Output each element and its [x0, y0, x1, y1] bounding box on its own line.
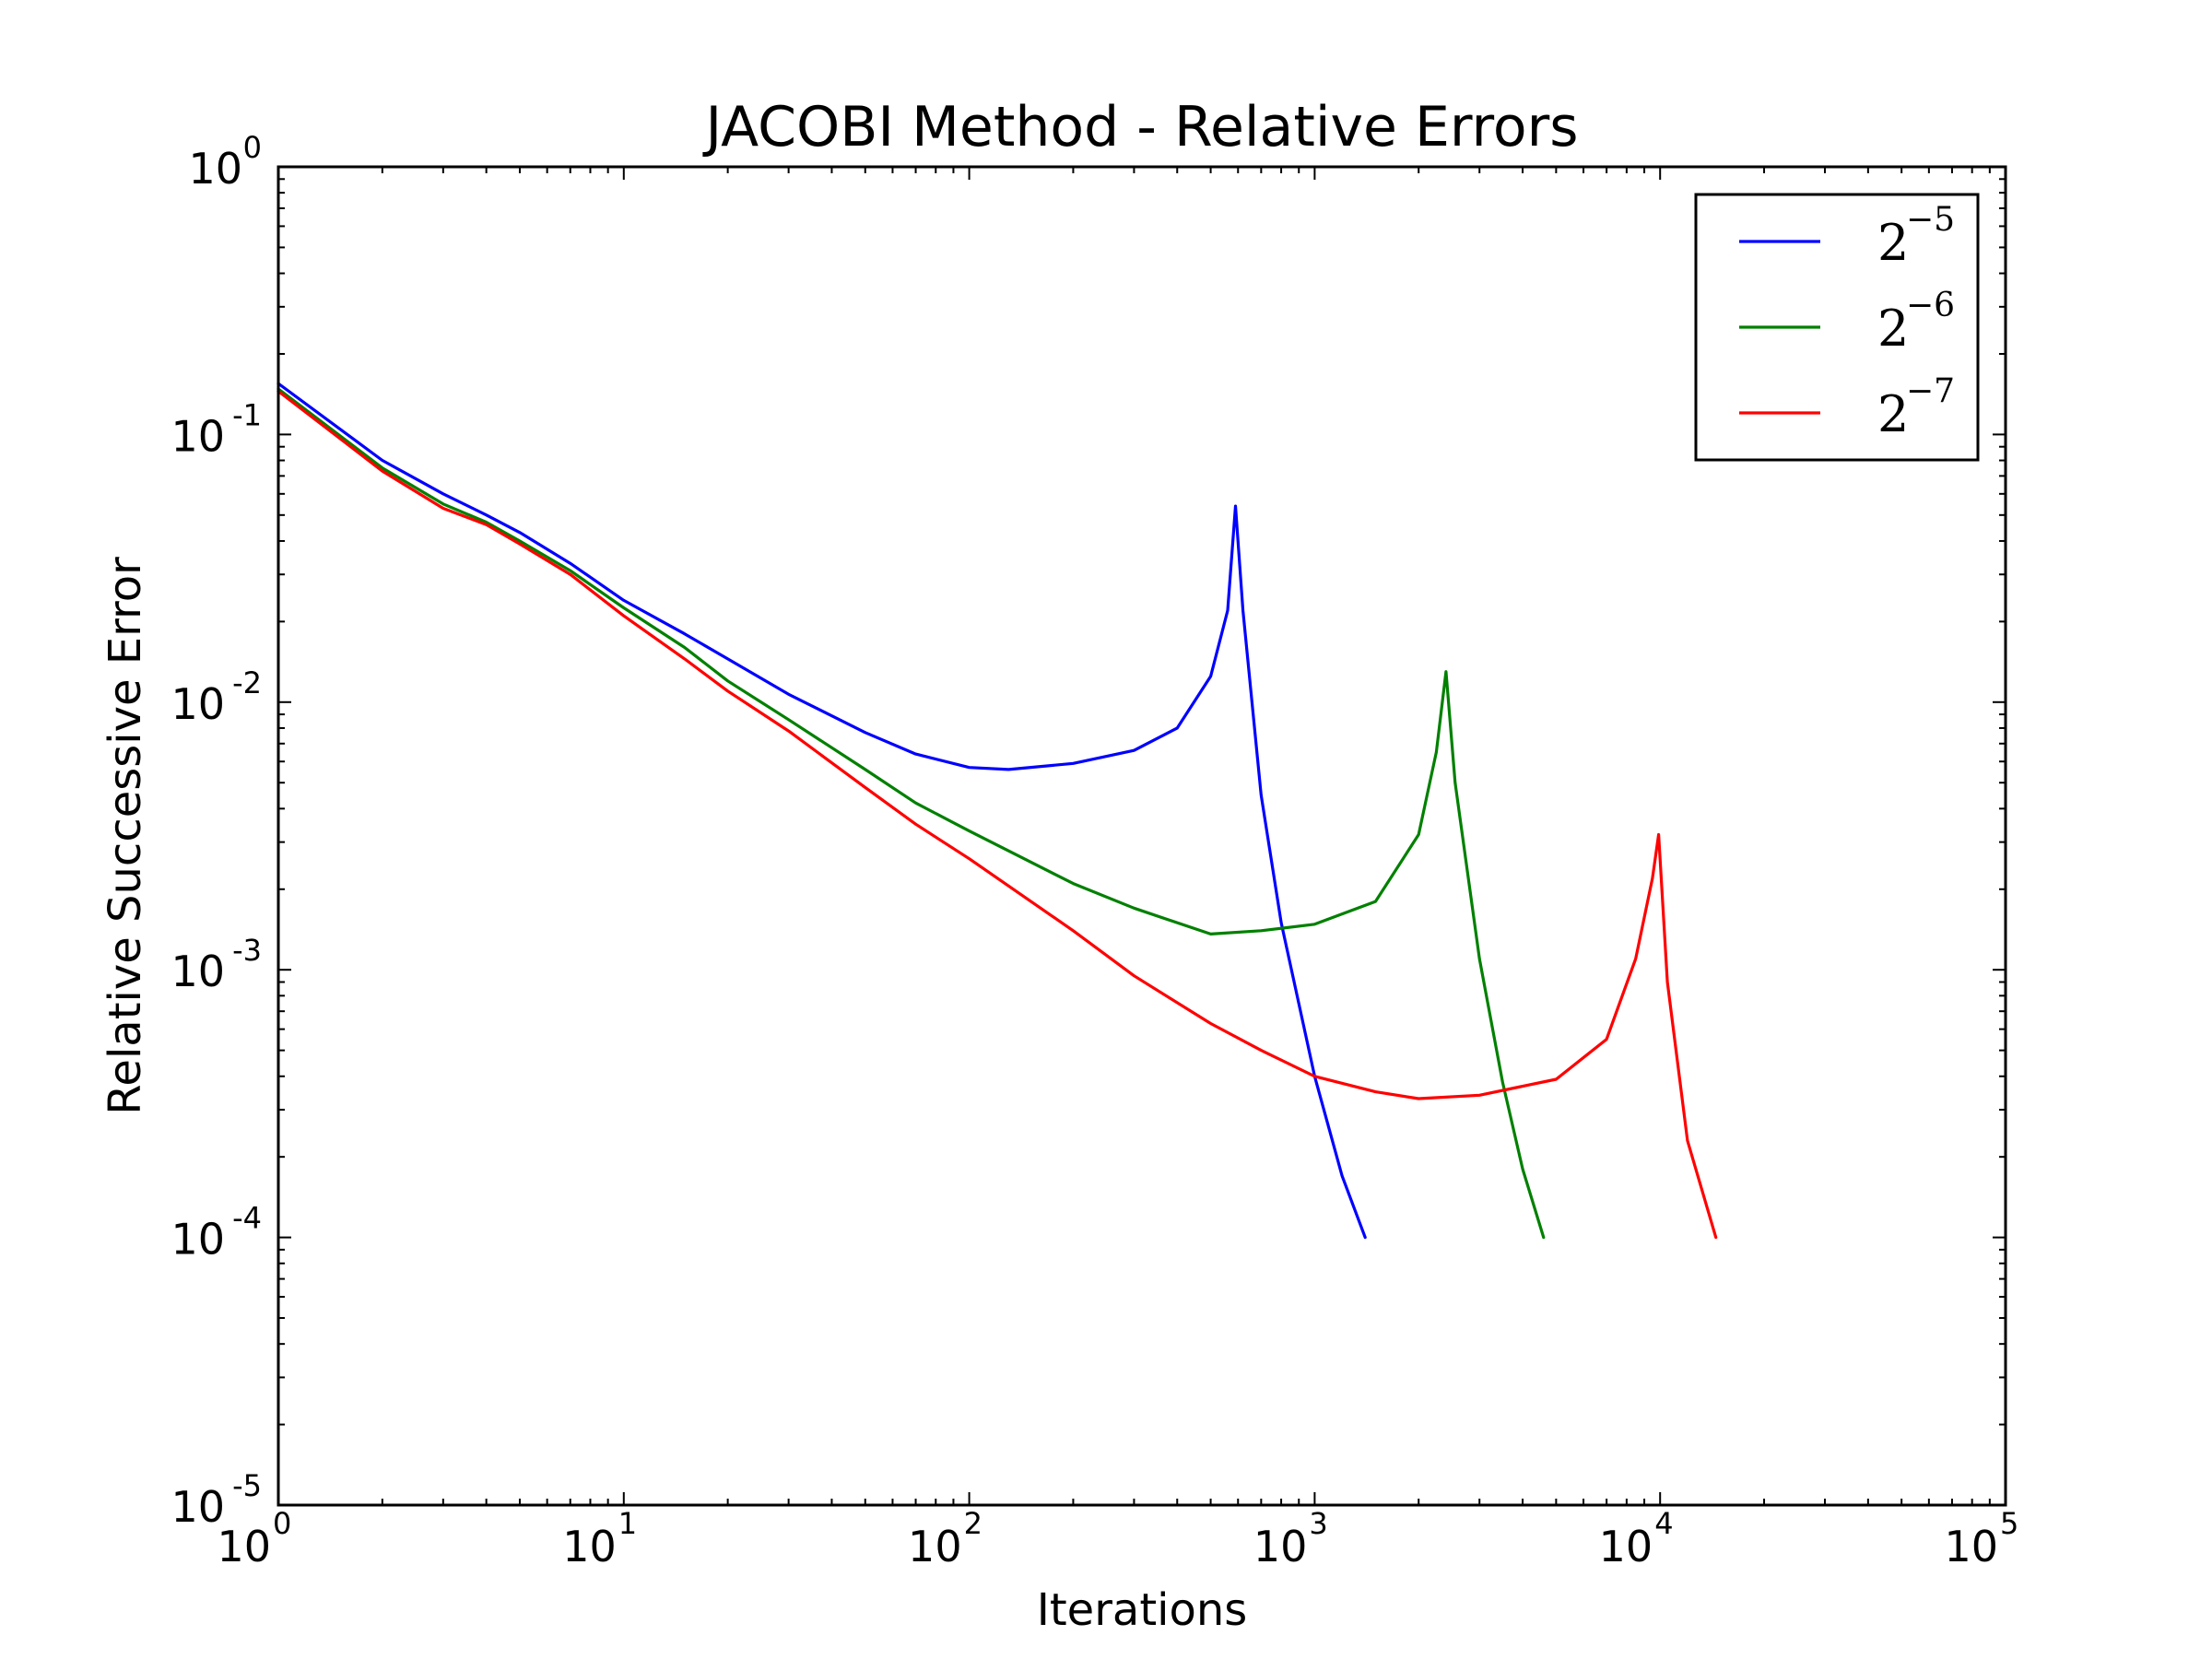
svg-text:-3: -3 — [232, 933, 262, 968]
x-tick-label: 10 5 — [1944, 1506, 2018, 1571]
x-tick-label: 10 0 — [217, 1506, 291, 1571]
svg-text:-2: -2 — [232, 665, 262, 700]
y-tick-label: -110 — [171, 397, 262, 461]
legend-item: 2−7 — [1739, 372, 1955, 443]
legend-label-exponent: −7 — [1906, 372, 1955, 410]
y-tick-label: -210 — [171, 665, 262, 729]
x-axis-label: Iterations — [1037, 1584, 1248, 1636]
svg-text:0: 0 — [273, 1506, 291, 1541]
svg-text:10: 10 — [562, 1522, 617, 1571]
svg-text:-1: -1 — [232, 397, 262, 432]
x-tick-labels: 10 0 10 1 10 2 10 3 10 4 10 5 — [217, 1506, 2018, 1571]
x-tick-label: 10 1 — [562, 1506, 637, 1571]
series-line — [276, 382, 1367, 1240]
svg-text:4: 4 — [1654, 1506, 1673, 1541]
svg-text:0: 0 — [243, 130, 262, 165]
plot-frame — [276, 165, 2007, 1507]
y-tick-labels: 010-110-210-310-410-510 — [171, 130, 262, 1532]
legend-label: 2 — [1877, 385, 1909, 443]
svg-text:10: 10 — [171, 1215, 225, 1265]
svg-text:-5: -5 — [232, 1468, 262, 1503]
y-tick-label: -310 — [171, 933, 262, 996]
svg-text:-4: -4 — [232, 1201, 262, 1236]
svg-text:1: 1 — [618, 1506, 637, 1541]
legend-label: 2 — [1877, 214, 1909, 272]
svg-text:2: 2 — [964, 1506, 982, 1541]
svg-text:10: 10 — [908, 1522, 962, 1571]
series-line — [276, 389, 1718, 1240]
series-line — [276, 387, 1546, 1240]
chart-title: JACOBI Method - Relative Errors — [701, 95, 1578, 159]
svg-text:10: 10 — [217, 1522, 271, 1571]
legend: 2−52−62−7 — [1694, 193, 1980, 462]
svg-text:10: 10 — [171, 1482, 225, 1532]
legend-item: 2−6 — [1739, 287, 1955, 358]
legend-label-exponent: −6 — [1906, 287, 1955, 324]
legend-item: 2−5 — [1739, 201, 1955, 272]
svg-text:10: 10 — [171, 411, 225, 461]
y-axis-label: Relative Successive Error — [100, 557, 151, 1115]
y-tick-label: 010 — [188, 130, 262, 194]
svg-text:3: 3 — [1309, 1506, 1327, 1541]
svg-text:10: 10 — [1253, 1522, 1308, 1571]
x-tick-label: 10 4 — [1599, 1506, 1674, 1571]
svg-text:10: 10 — [1599, 1522, 1653, 1571]
svg-text:10: 10 — [171, 947, 225, 996]
legend-box — [1694, 193, 1980, 462]
svg-text:10: 10 — [1944, 1522, 1998, 1571]
svg-text:10: 10 — [171, 679, 225, 729]
svg-text:10: 10 — [188, 144, 242, 194]
legend-label-exponent: −5 — [1906, 201, 1955, 239]
svg-text:5: 5 — [2000, 1506, 2018, 1541]
y-tick-label: -410 — [171, 1201, 262, 1265]
x-tick-label: 10 2 — [908, 1506, 982, 1571]
x-tick-label: 10 3 — [1253, 1506, 1328, 1571]
y-tick-label: -510 — [171, 1468, 262, 1532]
plot-series — [276, 382, 1718, 1240]
legend-label: 2 — [1877, 300, 1909, 358]
